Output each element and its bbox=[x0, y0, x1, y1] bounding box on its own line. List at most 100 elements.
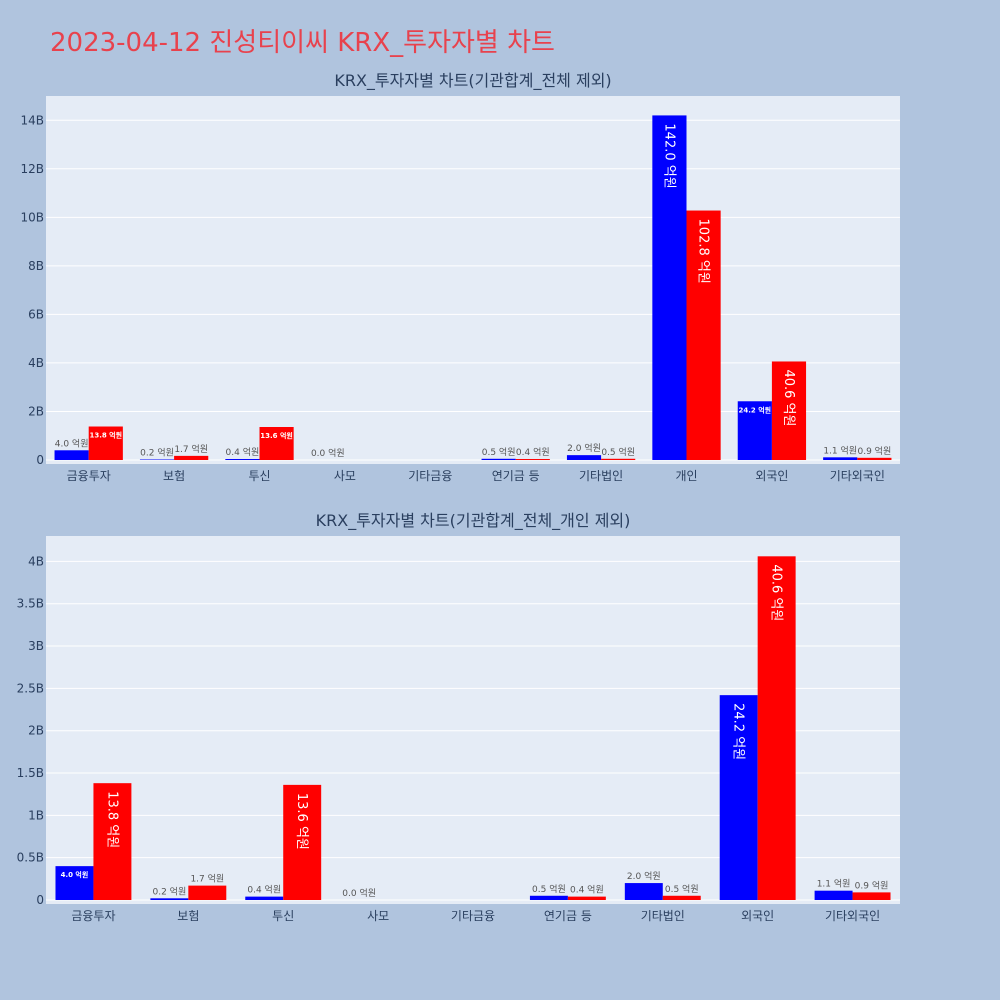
category-label: 금융투자 bbox=[67, 469, 111, 483]
y-tick-label: 0.5B bbox=[17, 851, 44, 865]
bar-value-label: 0.9 억원 bbox=[855, 879, 889, 891]
bar-value-label: 40.6 억원 bbox=[781, 369, 796, 426]
bar bbox=[757, 556, 796, 900]
y-tick-label: 14B bbox=[20, 113, 44, 127]
bar bbox=[686, 210, 721, 460]
bar bbox=[652, 115, 687, 460]
bar-value-label: 1.7 억원 bbox=[174, 443, 208, 455]
category-label: 보험 bbox=[177, 909, 199, 923]
category-label: 연기금 등 bbox=[492, 469, 540, 483]
bar bbox=[719, 695, 758, 900]
chart-subtitle: KRX_투자자별 차트(기관합계_전체 제외) bbox=[334, 71, 611, 91]
bar-value-label: 24.2 억원 bbox=[731, 703, 746, 760]
y-tick-label: 12B bbox=[20, 162, 44, 176]
bar-value-label: 0.4 억원 bbox=[516, 446, 550, 458]
y-tick-label: 1.5B bbox=[17, 766, 44, 780]
category-label: 사모 bbox=[334, 469, 356, 483]
bar-value-label: 102.8 억원 bbox=[696, 219, 711, 284]
y-tick-label: 2B bbox=[28, 724, 44, 738]
bar bbox=[601, 458, 636, 460]
y-tick-label: 10B bbox=[20, 210, 44, 224]
bar-value-label: 2.0 억원 bbox=[567, 442, 601, 454]
bar-value-label: 2.0 억원 bbox=[627, 870, 661, 882]
y-tick-label: 0 bbox=[36, 453, 44, 467]
bar-value-label: 0.5 억원 bbox=[482, 446, 516, 458]
bar bbox=[852, 892, 891, 900]
bar-value-label: 0.2 억원 bbox=[140, 447, 174, 459]
category-label: 외국인 bbox=[755, 469, 788, 483]
bar-value-label: 0.5 억원 bbox=[532, 883, 566, 895]
bar bbox=[515, 459, 550, 460]
bar bbox=[662, 895, 701, 900]
bar-value-label: 1.7 억원 bbox=[190, 873, 224, 885]
bar bbox=[283, 784, 322, 900]
chart-bottom: KRX_투자자별 차트(기관합계_전체_개인 제외) 0 0.5B 1B 1.5B 2B 2… bbox=[17, 511, 900, 923]
bar-value-label: 0.4 억원 bbox=[247, 884, 281, 896]
bar bbox=[823, 457, 858, 460]
bar-value-label: 0.5 억원 bbox=[601, 446, 635, 458]
category-label: 기타외국인 bbox=[825, 909, 880, 923]
bar bbox=[857, 457, 892, 460]
bar-value-label: 24.2 억원 bbox=[739, 405, 772, 414]
bar bbox=[624, 883, 663, 900]
bar bbox=[93, 783, 132, 900]
bar-value-label: 13.8 억원 bbox=[89, 431, 122, 440]
category-label: 기타법인 bbox=[579, 469, 623, 483]
bar bbox=[259, 426, 294, 460]
bar bbox=[54, 450, 89, 460]
y-tick-label: 1B bbox=[28, 808, 44, 822]
category-label: 보험 bbox=[163, 469, 185, 483]
bar bbox=[150, 898, 189, 900]
y-tick-label: 6B bbox=[28, 307, 44, 321]
bar-value-label: 0.4 억원 bbox=[570, 884, 604, 896]
bar bbox=[529, 895, 568, 900]
bar-value-label: 13.6 억원 bbox=[260, 431, 293, 440]
y-tick-label: 8B bbox=[28, 259, 44, 273]
bar-value-label: 0.0 억원 bbox=[311, 447, 345, 459]
bar bbox=[566, 455, 602, 460]
bar-value-label: 0.9 억원 bbox=[858, 445, 892, 457]
bar bbox=[55, 866, 94, 900]
category-label: 사모 bbox=[367, 909, 389, 923]
bar-value-label: 142.0 억원 bbox=[661, 123, 676, 188]
bar bbox=[188, 885, 227, 900]
bar-value-label: 0.2 억원 bbox=[152, 885, 186, 897]
y-tick-label: 2B bbox=[28, 404, 44, 418]
bar bbox=[737, 401, 772, 460]
category-label: 연기금 등 bbox=[544, 909, 592, 923]
category-label: 개인 bbox=[675, 469, 697, 483]
y-tick-label: 2.5B bbox=[17, 681, 44, 695]
bar-value-label: 0.0 억원 bbox=[342, 887, 376, 899]
category-label: 투신 bbox=[248, 469, 270, 483]
bar-value-label: 4.0 억원 bbox=[55, 437, 89, 449]
bar bbox=[245, 896, 284, 900]
bar bbox=[225, 459, 260, 460]
bar bbox=[771, 361, 807, 460]
bar bbox=[88, 426, 123, 460]
bar-value-label: 13.6 억원 bbox=[294, 793, 309, 850]
y-tick-label: 3B bbox=[28, 639, 44, 653]
y-tick-label: 0 bbox=[36, 893, 44, 907]
bar bbox=[814, 890, 853, 900]
bar-value-label: 0.5 억원 bbox=[665, 883, 699, 895]
category-label: 기타외국인 bbox=[830, 469, 885, 483]
category-label: 금융투자 bbox=[71, 909, 115, 923]
bar-value-label: 40.6 억원 bbox=[769, 564, 784, 621]
y-tick-label: 3.5B bbox=[17, 597, 44, 611]
category-label: 외국인 bbox=[741, 909, 774, 923]
chart-top: KRX_투자자별 차트(기관합계_전체 제외) 0 2B 4B 6B 8B 10B 12B 14… bbox=[20, 71, 900, 483]
category-label: 기타법인 bbox=[641, 909, 685, 923]
bar bbox=[481, 458, 516, 460]
bar-value-label: 1.1 억원 bbox=[823, 444, 857, 456]
y-tick-label: 4B bbox=[28, 554, 44, 568]
chart-subtitle: KRX_투자자별 차트(기관합계_전체_개인 제외) bbox=[316, 511, 631, 531]
category-label: 기타금융 bbox=[408, 469, 452, 483]
bar bbox=[567, 896, 606, 900]
bar-value-label: 0.4 억원 bbox=[226, 446, 260, 458]
category-label: 기타금융 bbox=[451, 909, 495, 923]
bar-value-label: 1.1 억원 bbox=[817, 878, 851, 890]
bar-value-label: 13.8 억원 bbox=[104, 791, 119, 848]
category-label: 투신 bbox=[272, 909, 294, 923]
bar bbox=[174, 455, 209, 460]
bar-value-label: 4.0 억원 bbox=[61, 870, 89, 879]
